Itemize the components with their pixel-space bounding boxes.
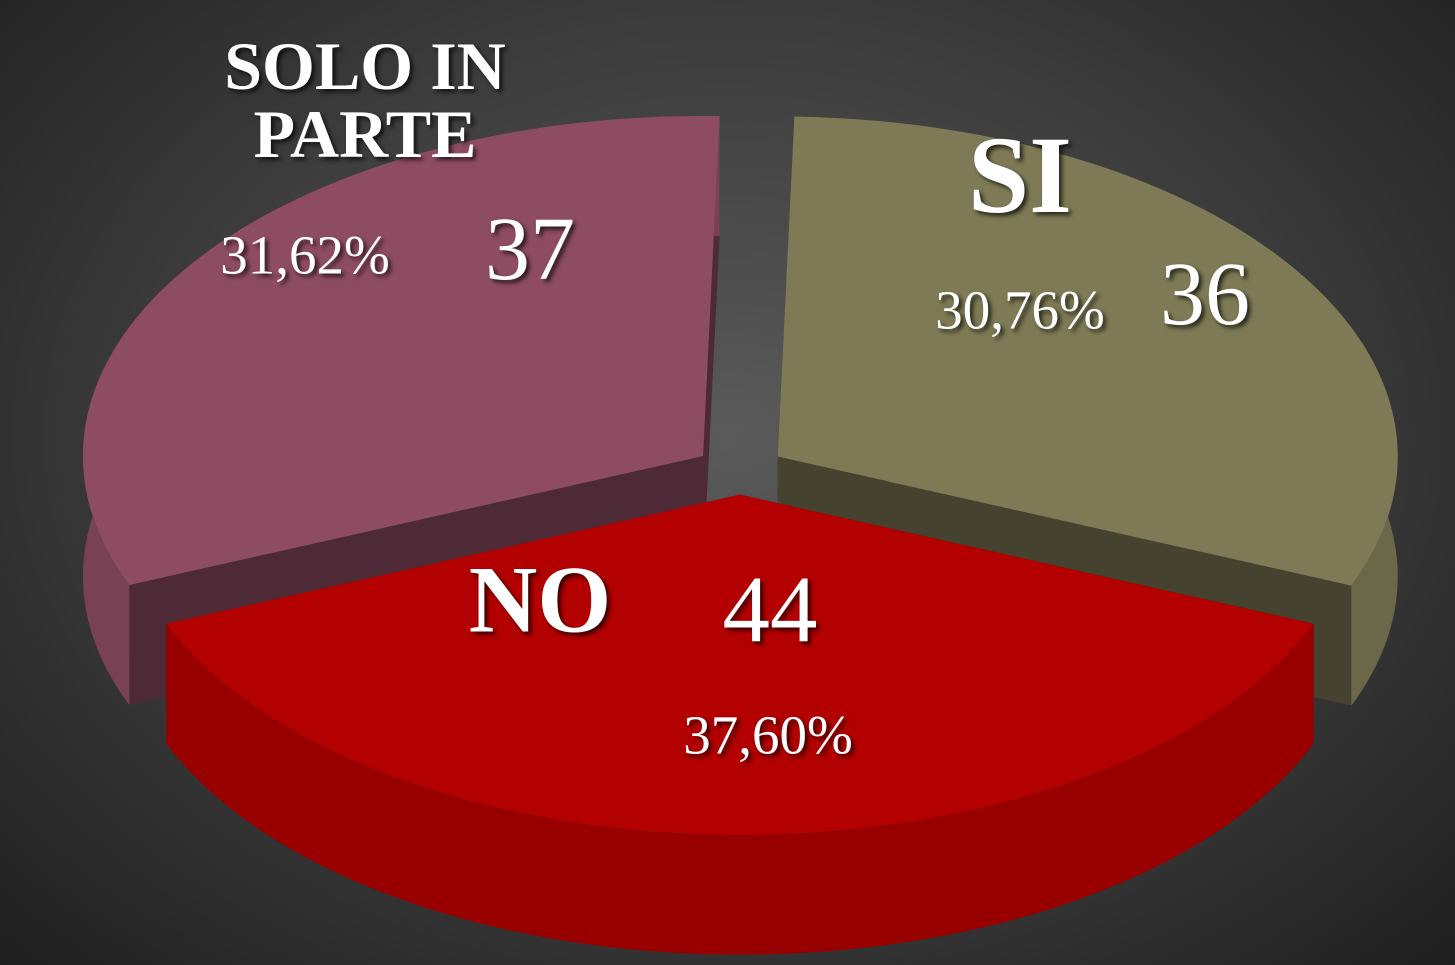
slice bbox=[166, 494, 1314, 835]
percent-label: 31,62% bbox=[220, 224, 390, 286]
category-label: SOLO IN PARTE bbox=[224, 28, 506, 172]
percent-label: 30,76% bbox=[935, 279, 1105, 341]
slice bbox=[82, 115, 720, 586]
category-label: SI bbox=[968, 114, 1072, 236]
value-label: 44 bbox=[722, 556, 818, 663]
percent-label: 37,60% bbox=[683, 704, 853, 766]
slice-wall bbox=[166, 623, 1314, 955]
value-label: 37 bbox=[485, 200, 575, 299]
slice bbox=[777, 116, 1398, 586]
category-label: NO bbox=[468, 546, 612, 653]
value-label: 36 bbox=[1160, 245, 1250, 344]
